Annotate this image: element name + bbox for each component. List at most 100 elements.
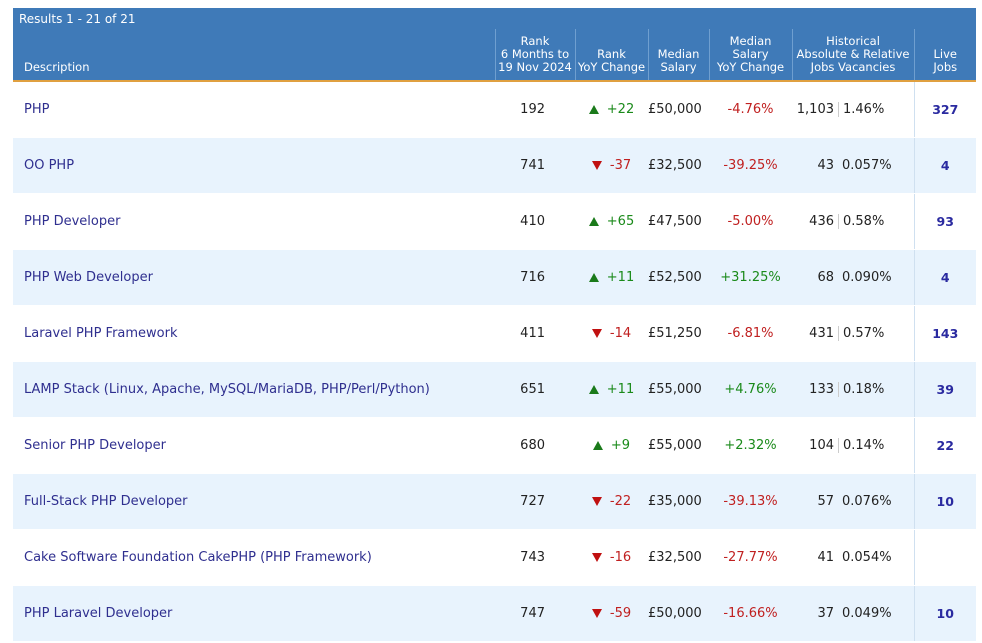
- rank-change: +65: [575, 193, 648, 250]
- live-jobs-link[interactable]: 327: [913, 81, 976, 138]
- table-row: PHP Laravel Developer 747 -59 £50,000 -16.66…: [13, 585, 976, 642]
- absolute-vacancies: 133: [809, 382, 834, 397]
- historical-vacancies: 41 0.054%: [792, 529, 914, 586]
- skill-link[interactable]: Full-Stack PHP Developer: [13, 473, 495, 530]
- rank-change-value: -37: [609, 158, 632, 173]
- col-header-rank[interactable]: Rank 6 Months to 19 Nov 2024: [494, 29, 575, 81]
- median-salary-value: £52,500: [648, 249, 709, 306]
- historical-vacancies: 104 0.14%: [792, 417, 914, 474]
- live-jobs-link[interactable]: 10: [913, 473, 976, 530]
- table-row: PHP 192 +22 £50,000 -4.76% 1,103 1.46% 327: [13, 81, 976, 138]
- rank-value: 747: [495, 585, 575, 642]
- absolute-vacancies: 68: [817, 270, 834, 285]
- relative-vacancies: 0.049%: [842, 606, 892, 621]
- results-panel: Results 1 - 21 of 21 Description Rank 6 M…: [13, 8, 976, 642]
- salary-change-value: +4.76%: [709, 361, 792, 418]
- rank-change: +9: [575, 417, 648, 474]
- rank-value: 680: [495, 417, 575, 474]
- live-jobs-link[interactable]: 93: [913, 193, 976, 250]
- table-row: Senior PHP Developer 680 +9 £55,000 +2.32% 10…: [13, 417, 976, 474]
- live-jobs-link[interactable]: 4: [913, 249, 976, 306]
- historical-vacancies: 431 0.57%: [792, 305, 914, 362]
- relative-vacancies: 0.14%: [838, 438, 884, 453]
- rank-change: -59: [575, 585, 648, 642]
- live-jobs-link[interactable]: 143: [913, 305, 976, 362]
- live-jobs-link[interactable]: [913, 529, 976, 586]
- relative-vacancies: 0.076%: [842, 494, 892, 509]
- live-jobs-link[interactable]: 10: [913, 585, 976, 642]
- rank-change-value: +65: [606, 214, 635, 229]
- salary-change-value: +31.25%: [709, 249, 792, 306]
- rank-value: 716: [495, 249, 575, 306]
- salary-change-value: -16.66%: [709, 585, 792, 642]
- skill-link[interactable]: Senior PHP Developer: [13, 417, 495, 474]
- rank-change-value: -59: [609, 606, 632, 621]
- absolute-vacancies: 436: [809, 214, 834, 229]
- median-salary-value: £50,000: [648, 585, 709, 642]
- skill-link[interactable]: Cake Software Foundation CakePHP (PHP Fr…: [13, 529, 495, 586]
- col-header-description[interactable]: Description: [13, 29, 495, 81]
- rank-change: -14: [575, 305, 648, 362]
- live-jobs-link[interactable]: 4: [913, 137, 976, 194]
- median-salary-value: £55,000: [648, 417, 709, 474]
- salary-change-value: -6.81%: [709, 305, 792, 362]
- live-jobs-link[interactable]: 39: [913, 361, 976, 418]
- relative-vacancies: 0.057%: [842, 158, 892, 173]
- historical-vacancies: 133 0.18%: [792, 361, 914, 418]
- skill-link[interactable]: PHP Web Developer: [13, 249, 495, 306]
- rank-change-value: -22: [609, 494, 632, 509]
- median-salary-value: £32,500: [648, 137, 709, 194]
- col-header-historical[interactable]: Historical Absolute & Relative Jobs Vacanc…: [791, 29, 914, 81]
- absolute-vacancies: 1,103: [796, 102, 834, 117]
- median-salary-value: £47,500: [648, 193, 709, 250]
- absolute-vacancies: 57: [817, 494, 834, 509]
- rank-change-value: +11: [606, 382, 635, 397]
- results-count: Results 1 - 21 of 21: [13, 8, 976, 29]
- live-jobs-link[interactable]: 22: [913, 417, 976, 474]
- rank-change: +11: [575, 361, 648, 418]
- table-row: LAMP Stack (Linux, Apache, MySQL/MariaDB…: [13, 361, 976, 418]
- table-row: PHP Developer 410 +65 £47,500 -5.00% 436 0.58%…: [13, 193, 976, 250]
- triangle-down-icon: [591, 609, 602, 618]
- relative-vacancies: 0.054%: [842, 550, 892, 565]
- salary-change-value: +2.32%: [709, 417, 792, 474]
- rank-change: +22: [575, 81, 648, 138]
- col-header-live-jobs[interactable]: Live Jobs: [913, 29, 976, 81]
- skill-link[interactable]: Laravel PHP Framework: [13, 305, 495, 362]
- salary-change-value: -39.13%: [709, 473, 792, 530]
- rank-change-value: +11: [606, 270, 635, 285]
- historical-vacancies: 57 0.076%: [792, 473, 914, 530]
- table-row: PHP Web Developer 716 +11 £52,500 +31.25% 68 0…: [13, 249, 976, 306]
- col-header-rank-change[interactable]: Rank YoY Change: [574, 29, 648, 81]
- triangle-down-icon: [591, 497, 602, 506]
- relative-vacancies: 0.18%: [838, 382, 884, 397]
- col-header-salary-change[interactable]: Median Salary YoY Change: [708, 29, 792, 81]
- rank-change: -37: [575, 137, 648, 194]
- absolute-vacancies: 41: [817, 550, 834, 565]
- col-header-median-salary[interactable]: Median Salary: [647, 29, 709, 81]
- table-header-row: Description Rank 6 Months to 19 Nov 2024 R…: [13, 29, 976, 81]
- table-row: Full-Stack PHP Developer 727 -22 £35,000 -39…: [13, 473, 976, 530]
- salary-change-value: -39.25%: [709, 137, 792, 194]
- salary-change-value: -27.77%: [709, 529, 792, 586]
- skill-link[interactable]: PHP: [13, 81, 495, 138]
- skill-link[interactable]: LAMP Stack (Linux, Apache, MySQL/MariaDB…: [13, 361, 495, 418]
- skill-link[interactable]: PHP Laravel Developer: [13, 585, 495, 642]
- median-salary-value: £51,250: [648, 305, 709, 362]
- median-salary-value: £50,000: [648, 81, 709, 138]
- historical-vacancies: 43 0.057%: [792, 137, 914, 194]
- skill-link[interactable]: OO PHP: [13, 137, 495, 194]
- skill-link[interactable]: PHP Developer: [13, 193, 495, 250]
- triangle-up-icon: [588, 273, 599, 282]
- salary-change-value: -5.00%: [709, 193, 792, 250]
- salary-change-value: -4.76%: [709, 81, 792, 138]
- historical-vacancies: 37 0.049%: [792, 585, 914, 642]
- triangle-down-icon: [591, 553, 602, 562]
- absolute-vacancies: 43: [817, 158, 834, 173]
- triangle-up-icon: [588, 217, 599, 226]
- rank-change-value: +22: [606, 102, 635, 117]
- rank-value: 651: [495, 361, 575, 418]
- rank-value: 192: [495, 81, 575, 138]
- relative-vacancies: 1.46%: [838, 102, 884, 117]
- triangle-up-icon: [588, 385, 599, 394]
